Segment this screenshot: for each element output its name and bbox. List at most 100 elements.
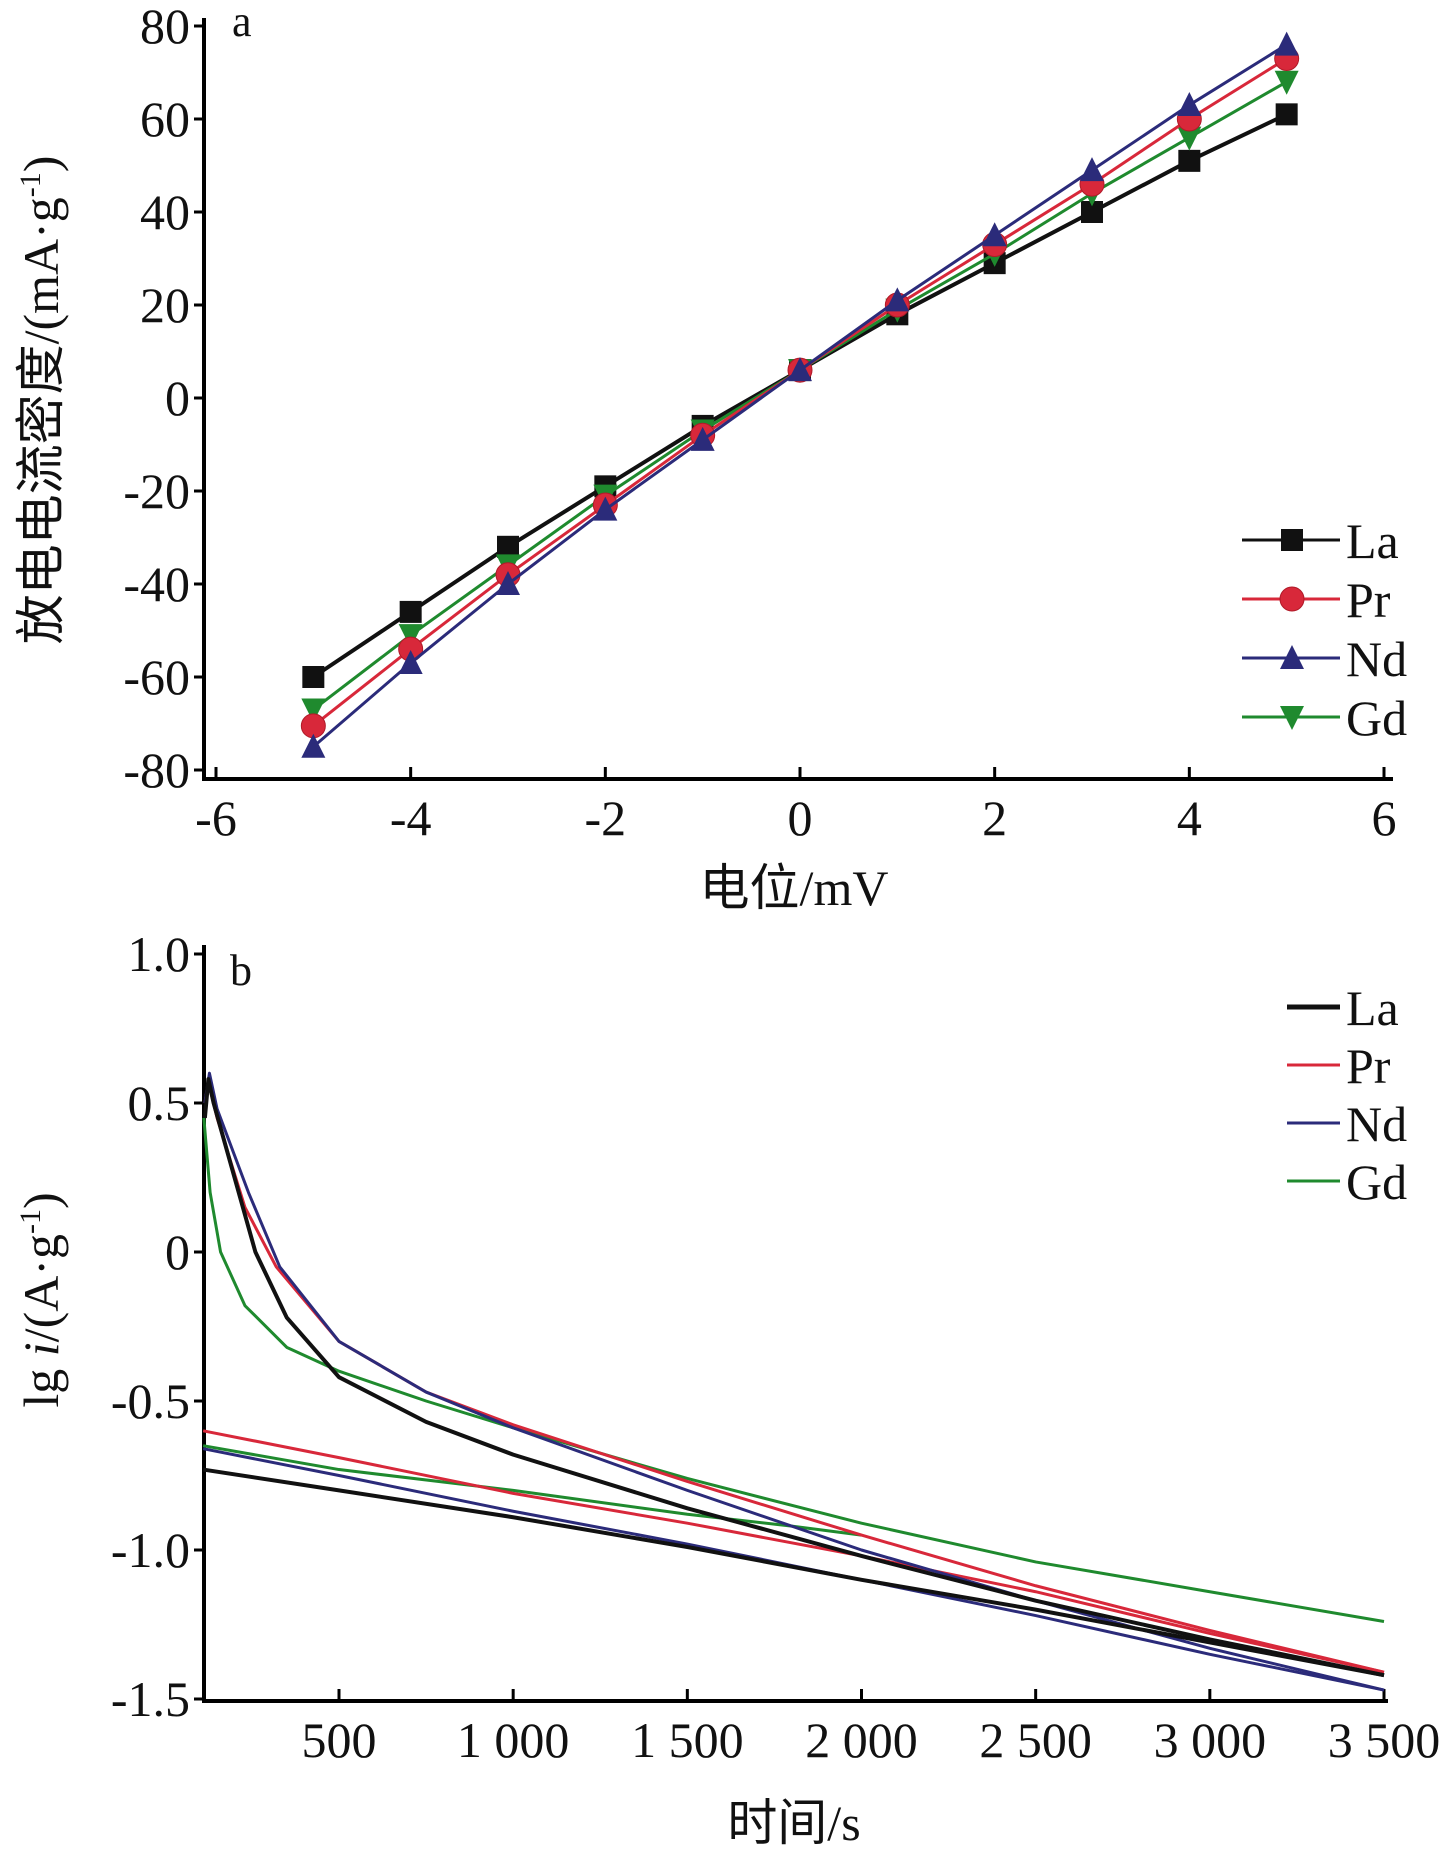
data-point-Gd — [398, 624, 423, 649]
x-tick-label: 1 500 — [631, 1712, 744, 1768]
data-point-Nd — [1177, 92, 1202, 117]
series-line-Gd — [312, 80, 1288, 711]
panel-label: a — [232, 0, 252, 46]
data-point-La — [497, 535, 519, 558]
y-tick-label: -60 — [123, 649, 190, 705]
data-point-Nd — [496, 571, 520, 595]
data-point-Gd — [301, 698, 326, 723]
x-tick-label: 2 000 — [805, 1712, 918, 1768]
data-point-Nd — [1274, 31, 1299, 56]
x-tick-label: 2 500 — [979, 1712, 1092, 1768]
legend-item-Nd: Nd — [1242, 631, 1407, 687]
x-tick-label: -4 — [390, 790, 432, 846]
y-axis-label-sup: -1 — [14, 1209, 47, 1234]
x-tick-label: 3 000 — [1154, 1712, 1267, 1768]
x-axis-label: 时间/s — [727, 1795, 860, 1851]
y-tick-label: -40 — [123, 556, 190, 612]
y-tick-label: 20 — [140, 277, 190, 333]
series-line-Nd-decay — [203, 1071, 1385, 1692]
y-axis-label-i: i — [13, 1342, 69, 1356]
y-tick-label: 0 — [165, 370, 190, 426]
data-point-Gd — [1177, 126, 1202, 151]
series-Nd — [202, 1071, 1385, 1692]
legend-label: Pr — [1346, 572, 1391, 628]
legend-item-La: La — [1287, 980, 1399, 1036]
data-point-La — [1081, 201, 1103, 223]
y-tick-label: 1.0 — [128, 926, 191, 982]
x-axis-label: 电位/mV — [700, 860, 889, 916]
data-point-Nd — [690, 426, 715, 451]
series-line-La-decay — [202, 1077, 1385, 1678]
legend-item-Pr: Pr — [1242, 572, 1391, 628]
x-tick-label: 500 — [302, 1712, 377, 1768]
y-tick-label: 80 — [140, 0, 190, 54]
data-point-Nd — [1080, 157, 1104, 182]
y-tick-label: 0.5 — [128, 1075, 191, 1131]
legend-marker — [1280, 645, 1304, 669]
panel-label: b — [230, 946, 252, 995]
series-La — [202, 1077, 1385, 1678]
x-tick-label: 3 500 — [1328, 1712, 1441, 1768]
legend-marker — [1280, 706, 1304, 730]
legend-label: La — [1346, 513, 1399, 569]
legend-label: Pr — [1346, 1038, 1391, 1094]
chart-a-discharge-current-vs-potential: -6 -4 -2 0 2 4 6806040200-20-40-60-80a电位/mV放电电… — [13, 0, 1407, 916]
series-Gd — [301, 70, 1299, 723]
series-line-Pr — [312, 57, 1288, 728]
series-line-Pr-lower — [202, 1429, 1385, 1674]
legend-item-Gd: Gd — [1287, 1154, 1407, 1210]
data-point-Nd — [301, 733, 326, 758]
series-Pr — [202, 1080, 1385, 1674]
y-tick-label: 40 — [140, 184, 190, 240]
legend-item-La: La — [1242, 513, 1399, 569]
data-point-Gd — [1274, 70, 1299, 95]
data-point-La — [302, 666, 325, 688]
y-tick-label: -1.5 — [111, 1671, 190, 1727]
x-tick-label: 0 — [788, 790, 813, 846]
x-tick-label: 4 — [1177, 790, 1202, 846]
series-line-Pr-decay — [203, 1080, 1385, 1674]
data-point-Nd — [982, 222, 1007, 247]
data-point-La — [399, 600, 422, 623]
data-point-Nd — [398, 650, 423, 675]
x-tick-label: -6 — [195, 790, 237, 846]
data-point-Nd — [885, 287, 910, 312]
y-axis-label-end: ) — [13, 1192, 69, 1209]
y-axis-label-main: /(A·g — [13, 1234, 69, 1342]
series-La — [302, 103, 1298, 688]
y-axis-label-pre: lg — [13, 1356, 69, 1407]
x-tick-label: 2 — [982, 790, 1007, 846]
series-line-Gd-decay — [202, 1117, 1385, 1623]
legend-label: Gd — [1346, 690, 1407, 746]
series-line-Gd-lower — [202, 1444, 862, 1537]
data-point-Nd — [593, 496, 618, 521]
x-tick-label: 1 000 — [457, 1712, 570, 1768]
y-tick-label: -0.5 — [111, 1373, 190, 1429]
data-point-Nd — [788, 357, 812, 382]
legend-marker — [1279, 586, 1305, 612]
series-line-La-lower — [202, 1467, 1385, 1678]
legend-item-Nd: Nd — [1287, 1096, 1407, 1152]
series-line-Nd-lower — [202, 1447, 1385, 1692]
y-axis-label-end: ) — [13, 156, 69, 173]
series-Gd — [202, 1117, 1385, 1623]
legend-item-Gd: Gd — [1242, 690, 1407, 746]
y-axis-label: 放电电流密度/(mA·g-1) — [13, 156, 69, 645]
legend-label: Nd — [1346, 631, 1407, 687]
data-point-La — [1178, 149, 1201, 172]
y-tick-label: 0 — [165, 1224, 190, 1280]
x-tick-label: 6 — [1372, 790, 1397, 846]
data-point-La — [1275, 103, 1298, 126]
y-axis-label-main: 放电电流密度/(mA·g — [13, 197, 69, 644]
legend-label: Nd — [1346, 1096, 1407, 1152]
y-tick-label: -1.0 — [111, 1522, 190, 1578]
legend-label: La — [1346, 980, 1399, 1036]
legend-item-Pr: Pr — [1287, 1038, 1391, 1094]
series-Nd — [301, 31, 1299, 758]
legend-label: Gd — [1346, 1154, 1407, 1210]
y-tick-label: -80 — [123, 742, 190, 798]
y-axis-label-sup: -1 — [14, 172, 47, 197]
chart-b-lg-current-vs-time: 500 1 000 1 500 2 000 2 500 3 000 3 500 1.0 0.5 0… — [13, 926, 1440, 1851]
